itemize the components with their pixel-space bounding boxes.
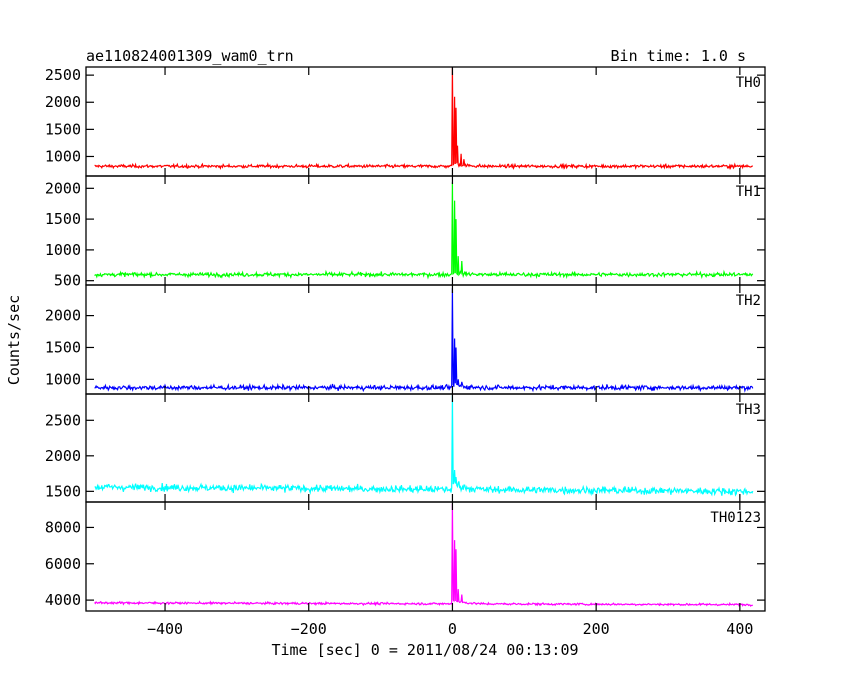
y-tick-label: 1000 [45, 147, 81, 165]
x-tick-label: −400 [147, 620, 183, 638]
series-line-th1 [94, 182, 754, 280]
panel-label-th3: TH3 [736, 402, 761, 418]
series-line-th2 [94, 288, 754, 393]
panel-frame [85, 66, 766, 177]
y-tick-label: 1500 [45, 210, 81, 228]
y-tick-label: 1000 [45, 370, 81, 388]
panel-frame [85, 501, 766, 612]
panel-label-th2: TH2 [736, 293, 761, 309]
panel-th1: 500 1000 1500 2000 TH1 [45, 175, 766, 290]
series-line-th0 [94, 66, 753, 171]
x-tick-label: 200 [583, 620, 610, 638]
y-tick-label: 6000 [45, 555, 81, 573]
x-axis-label: Time [sec] 0 = 2011/08/24 00:13:09 [271, 641, 578, 659]
x-tick-label: 400 [726, 620, 753, 638]
y-tick-label: 1500 [45, 482, 81, 500]
panel-label-th0: TH0 [736, 75, 761, 91]
y-tick-label: 1500 [45, 120, 81, 138]
panel-th0123: 4000 6000 8000 TH0123 [45, 501, 766, 612]
panel-label-th1: TH1 [736, 184, 761, 200]
y-tick-label: 2000 [45, 307, 81, 325]
y-tick-label: 2500 [45, 66, 81, 84]
y-tick-label: 2500 [45, 411, 81, 429]
y-tick-label: 8000 [45, 518, 81, 536]
x-tick-label: 0 [448, 620, 457, 638]
panel-label-th0123: TH0123 [710, 510, 761, 526]
panel-frame [85, 393, 766, 503]
panel-th2: 1000 1500 2000 TH2 [45, 284, 766, 395]
y-tick-label: 2000 [45, 93, 81, 111]
y-tick-label: 2000 [45, 447, 81, 465]
chart-title: ae110824001309_wam0_trn [86, 47, 294, 65]
series-line-th0123 [94, 503, 753, 607]
panel-th0: 1000 1500 2000 2500 TH0 [45, 66, 766, 177]
x-tick-label: −200 [291, 620, 327, 638]
panel-frame [85, 284, 766, 395]
y-tick-label: 1500 [45, 338, 81, 356]
bin-time-label: Bin time: 1.0 s [611, 47, 746, 65]
panel-frame [85, 175, 766, 286]
y-axis-label: Counts/sec [5, 295, 23, 385]
y-tick-label: 4000 [45, 591, 81, 609]
panel-th3: 1500 2000 2500 TH3 [45, 393, 766, 503]
series-line-th3 [94, 395, 754, 497]
y-tick-label: 500 [54, 272, 81, 290]
y-tick-label: 1000 [45, 241, 81, 259]
y-tick-label: 2000 [45, 179, 81, 197]
